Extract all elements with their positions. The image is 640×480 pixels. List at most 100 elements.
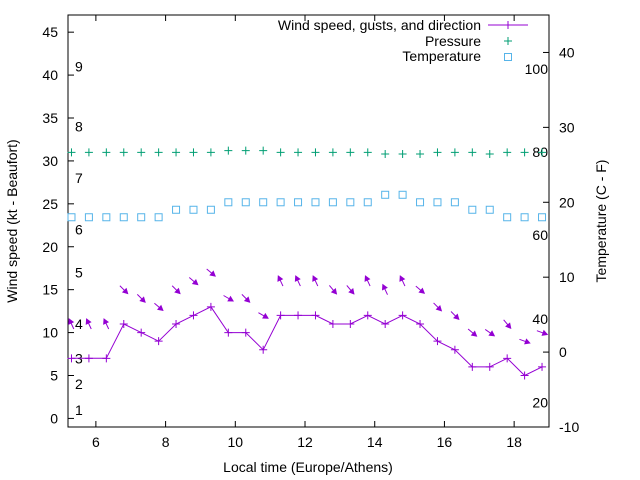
gust-arrow-head [524,338,531,345]
gust-arrow [277,275,284,287]
temperature-point [84,213,93,222]
pressure-point [224,146,233,155]
wind-speed-point [102,354,111,363]
legend-label-temperature: Temperature [402,48,481,64]
gust-arrow-head [418,287,426,294]
temperature-point [433,198,442,207]
gust-arrow [399,275,406,287]
wind-speed-point [328,320,337,328]
gust-arrow-head [399,275,406,282]
wind-speed-point [294,311,303,320]
gust-arrow [312,275,319,287]
gust-arrow-head [470,330,478,337]
x-tick-label: 10 [228,434,244,450]
legend: Wind speed, gusts, and direction Pressur… [278,17,528,64]
temperature-point [416,198,425,207]
temperature-point [241,198,250,207]
gust-arrow [103,318,110,330]
wind-speed-point [67,354,76,363]
temperature-point [485,205,494,214]
legend-marker-pressure [504,37,512,45]
pressure-point [67,148,76,157]
temperature-point [154,213,163,222]
wind-speed-line [71,306,543,377]
y2-tick-label: 20 [559,194,575,210]
pressure-point [381,150,390,159]
wind-speed-point [172,320,181,328]
y-axis-label: Wind speed (kt - Beaufort) [4,139,20,302]
gust-arrow-head [68,318,75,325]
wind-speed-point [259,345,268,354]
temperature-point [503,213,512,222]
legend-marker-wind [504,21,512,29]
gust-arrow-head [294,275,301,282]
y-tick-label: 25 [42,196,58,212]
gust-arrow [241,294,251,303]
y-tick-label: 15 [42,282,58,298]
legend-label-pressure: Pressure [425,33,481,49]
beaufort-label: 5 [75,265,83,281]
temperature-point [294,198,303,207]
temperature-point [224,198,233,207]
temperature-point [450,198,459,207]
x-tick-label: 8 [162,434,170,450]
wind-speed-point [381,320,390,328]
pressure-point [520,148,529,157]
pressure-point [485,150,494,159]
gust-arrow [467,328,478,337]
x-tick-label: 12 [297,434,313,450]
gust-arrow-head [381,283,388,291]
pressure-point [119,148,128,157]
wind-speed-point [189,311,198,320]
pressure-point [328,148,337,157]
gust-arrow [536,329,549,336]
y-tick-label: 45 [42,24,58,40]
wind-speed-point [450,345,459,354]
gust-arrow [85,318,92,330]
gust-arrow [450,311,460,321]
wind-speed-point [398,311,407,320]
temperature-point [102,213,111,222]
wind-speed-point [154,337,163,346]
gust-arrow [364,275,371,287]
gust-arrow-head [505,322,512,330]
series-layer [67,146,549,380]
temperature-point [398,190,407,199]
x-axis-label: Local time (Europe/Athens) [223,459,393,475]
fahrenheit-label: 100 [525,61,549,77]
gust-arrow-head [364,275,371,282]
beaufort-label: 4 [75,316,83,332]
beaufort-label: 7 [75,170,83,186]
wind-speed-point [311,311,320,320]
y-tick-label: 10 [42,325,58,341]
pressure-point [503,148,512,157]
temperature-point [538,213,547,222]
pressure-point [346,148,355,157]
fahrenheit-label: 60 [532,227,548,243]
wind-speed-point [433,337,442,346]
pressure-point [189,148,198,157]
y2-tick-label: 0 [559,344,567,360]
temperature-point [381,190,390,199]
pressure-point [241,146,250,155]
wind-speed-point [206,302,215,311]
pressure-point [538,148,547,157]
y-tick-label: 0 [50,410,58,426]
gust-arrow-head [262,312,269,319]
pressure-point [102,148,111,157]
pressure-point [468,148,477,157]
gust-arrow [346,285,355,295]
gust-arrow-head [174,287,181,295]
x-tick-label: 16 [437,434,453,450]
pressure-point [363,148,372,157]
beaufort-label: 1 [75,402,83,418]
pressure-point [416,150,425,159]
y-tick-label: 30 [42,153,58,169]
legend-marker-temperature [504,53,512,61]
gust-arrow-head [488,330,496,337]
fahrenheit-label: 40 [532,311,548,327]
temperature-point [328,198,337,207]
y-tick-label: 20 [42,239,58,255]
